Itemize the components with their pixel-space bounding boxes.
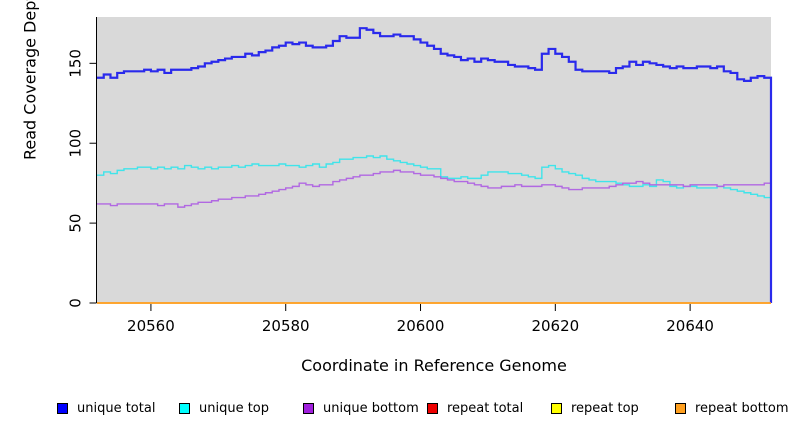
x-tick-label: 20600 <box>397 317 445 335</box>
x-tick-label: 20580 <box>262 317 310 335</box>
legend-label: unique top <box>199 400 270 416</box>
legend-item-unique-top: unique top <box>179 399 269 417</box>
repeat-total-swatch-icon <box>427 402 438 414</box>
series-unique-total <box>97 27 773 303</box>
x-tick-label: 20620 <box>531 317 579 335</box>
legend-item-repeat-total: repeat total <box>427 399 523 417</box>
x-tick-label: 20640 <box>666 317 714 335</box>
legend-label: repeat top <box>571 400 639 416</box>
series-unique-top <box>97 155 771 199</box>
y-tick-label: 100 <box>67 129 85 158</box>
plot-area <box>97 17 771 303</box>
x-axis-title: Coordinate in Reference Genome <box>301 356 567 375</box>
legend-label: repeat bottom <box>695 400 789 416</box>
legend-label: unique total <box>77 400 156 416</box>
legend-item-unique-bottom: unique bottom <box>303 399 419 417</box>
legend-label: unique bottom <box>323 400 419 416</box>
unique-total-swatch-icon <box>57 402 68 414</box>
legend-item-repeat-bottom: repeat bottom <box>675 399 789 417</box>
legend-label: repeat total <box>447 400 524 416</box>
x-tick-label: 20560 <box>127 317 175 335</box>
y-tick-label: 150 <box>67 49 85 78</box>
series-unique-bottom <box>97 169 771 208</box>
repeat-top-swatch-icon <box>551 402 562 414</box>
unique-top-swatch-icon <box>179 402 190 414</box>
legend-item-unique-total: unique total <box>57 399 155 417</box>
y-tick-label: 0 <box>67 298 85 308</box>
legend-item-repeat-top: repeat top <box>551 399 639 417</box>
y-tick-label: 50 <box>67 214 85 233</box>
repeat-bottom-swatch-icon <box>675 402 686 414</box>
chart-legend: unique total unique top unique bottom re… <box>0 399 792 419</box>
unique-bottom-swatch-icon <box>303 402 314 414</box>
